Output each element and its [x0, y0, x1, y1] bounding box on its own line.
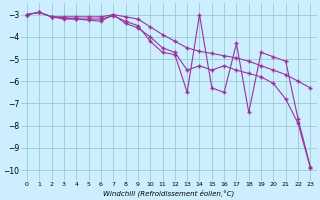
X-axis label: Windchill (Refroidissement éolien,°C): Windchill (Refroidissement éolien,°C)	[103, 189, 234, 197]
